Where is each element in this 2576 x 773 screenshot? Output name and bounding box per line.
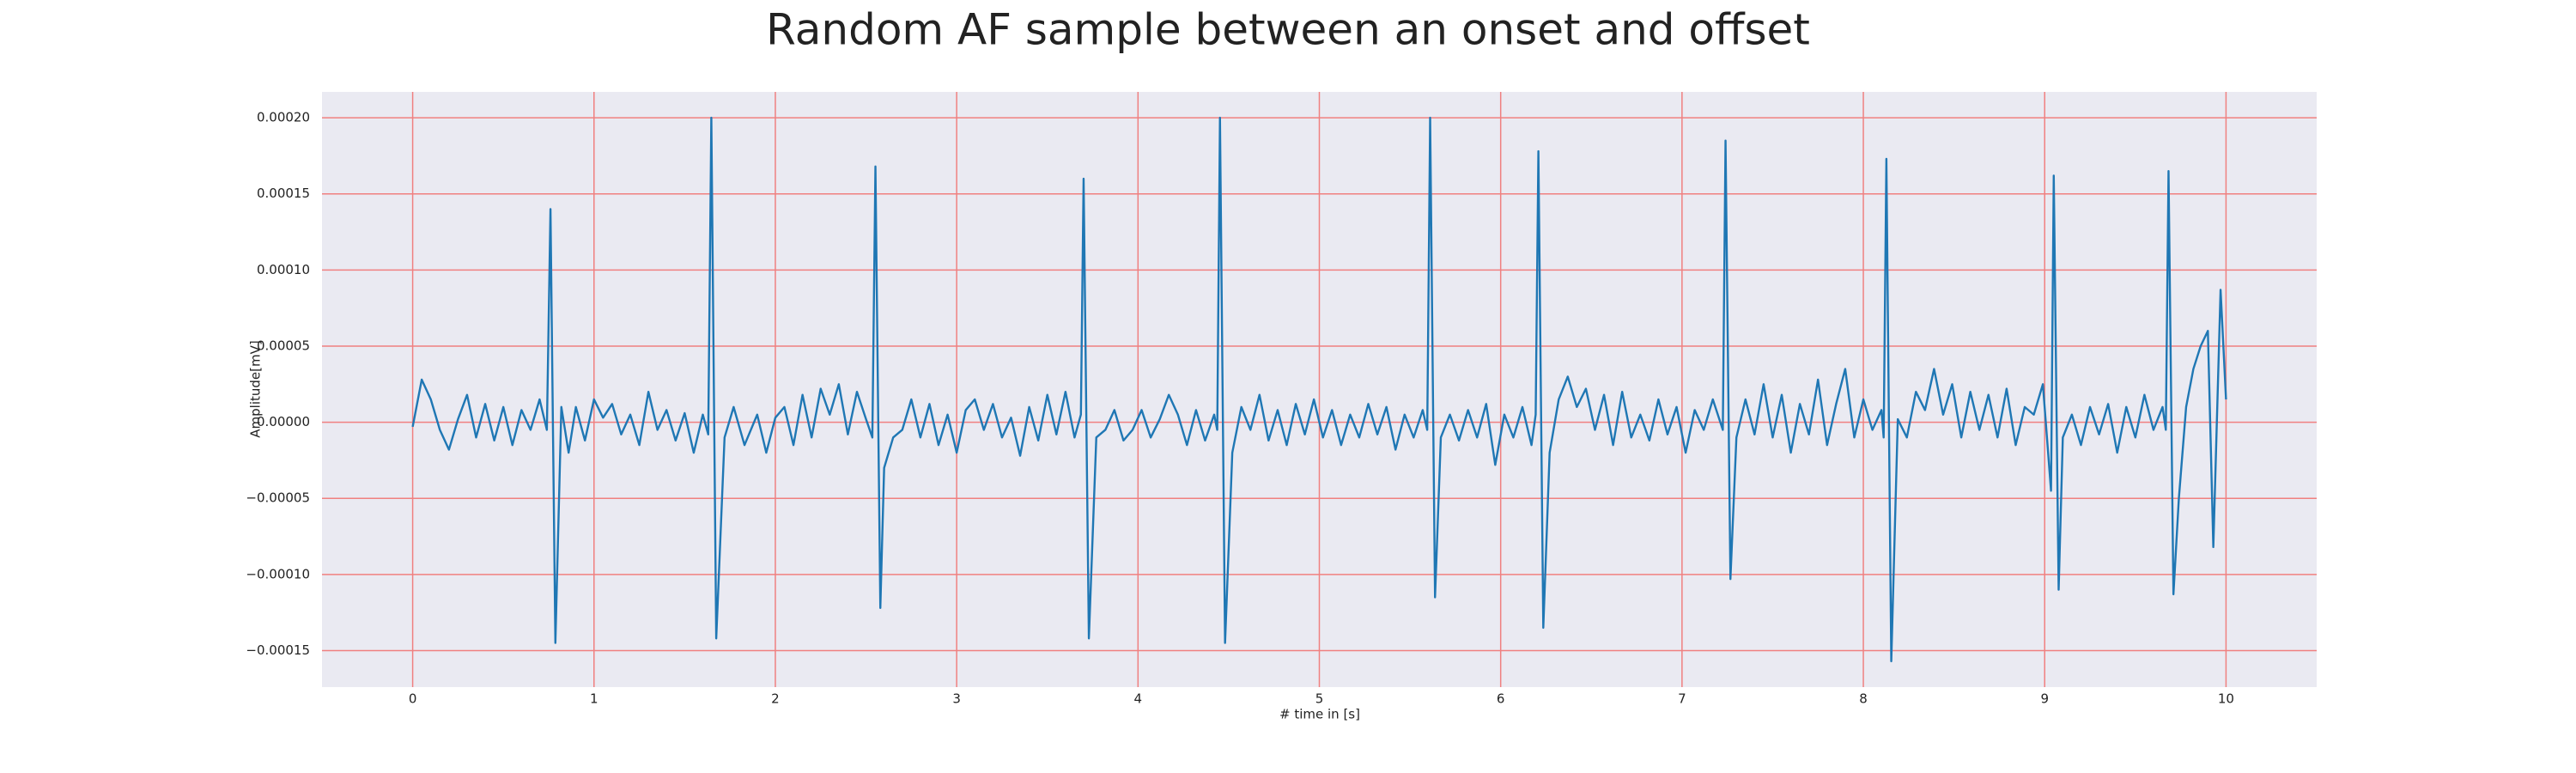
y-tick-label: −0.00015: [246, 642, 310, 658]
y-tick-label: −0.00005: [246, 490, 310, 506]
chart-title: Random AF sample between an onset and of…: [766, 5, 1810, 55]
x-axis-label: # time in [s]: [1279, 707, 1360, 722]
y-axis-label: Amplitude[mV]: [248, 340, 264, 437]
x-tick-label: 2: [771, 691, 780, 707]
x-tick-label: 6: [1497, 691, 1505, 707]
y-tick-label: 0.00010: [257, 262, 310, 277]
y-tick-label: 0.00005: [257, 338, 310, 353]
x-tick-label: 4: [1134, 691, 1143, 707]
x-tick-label: 7: [1678, 691, 1686, 707]
x-tick-label: 0: [409, 691, 417, 707]
x-tick-label: 1: [590, 691, 598, 707]
y-tick-label: 0.00015: [257, 186, 310, 201]
y-tick-label: −0.00010: [246, 566, 310, 581]
x-tick-label: 8: [1859, 691, 1868, 707]
signal-line: [411, 116, 2227, 663]
y-tick-label: 0.00000: [257, 414, 310, 429]
x-tick-label: 9: [2040, 691, 2049, 707]
y-tick-label: 0.00020: [257, 110, 310, 125]
x-tick-label: 5: [1315, 691, 1324, 707]
x-tick-label: 3: [952, 691, 961, 707]
x-tick-label: 10: [2218, 691, 2234, 707]
